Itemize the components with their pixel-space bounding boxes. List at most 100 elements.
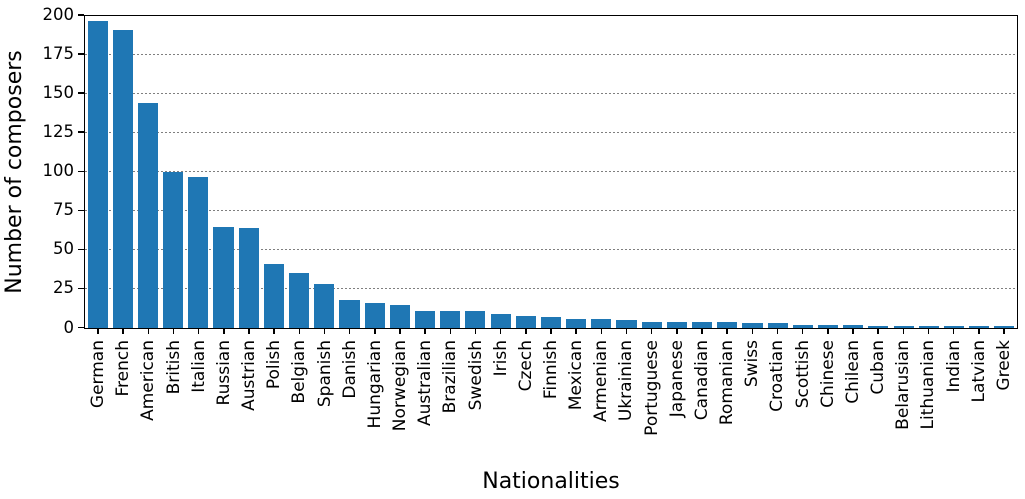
- x-tick-label-text: French: [113, 340, 134, 397]
- x-tick-label-text: British: [163, 340, 184, 395]
- y-tick-mark-100: [78, 170, 84, 172]
- bar-slot: [110, 16, 135, 328]
- bar-norwegian: [389, 304, 410, 328]
- x-tick-label-text: Canadian: [691, 340, 712, 421]
- bar-slot: [236, 16, 261, 328]
- x-tick-mark: [474, 329, 477, 334]
- x-tick-mark: [676, 329, 678, 334]
- bar-slot: [815, 16, 840, 328]
- x-tick-label-text: Australian: [415, 340, 436, 426]
- x-tick-label-text: Spanish: [314, 340, 335, 408]
- x-tick-mark: [801, 329, 804, 334]
- x-tick-label-text: American: [138, 340, 159, 421]
- bar-slot: [337, 16, 362, 328]
- y-tick-mark-200: [78, 14, 84, 16]
- x-tick-label-text: Scottish: [792, 340, 813, 409]
- x-tick-mark: [122, 329, 124, 334]
- bar-irish: [490, 313, 511, 328]
- bar-slot: [538, 16, 563, 328]
- x-axis-label: Nationalities: [482, 469, 620, 494]
- x-tick-label-text: Norwegian: [390, 340, 411, 432]
- x-tick-label-text: Swedish: [465, 340, 486, 411]
- y-tick-label-0: 0: [63, 317, 75, 337]
- x-tick-mark: [374, 329, 376, 334]
- bar-armenian: [591, 318, 612, 328]
- y-tick-label-25: 25: [53, 278, 74, 298]
- x-tick-label-text: Chinese: [817, 340, 838, 408]
- bar-chinese: [817, 324, 839, 328]
- x-tick-mark: [701, 329, 703, 334]
- bar-german: [87, 20, 108, 328]
- bar-latvian: [969, 326, 990, 328]
- plot-area: [84, 15, 1018, 329]
- x-tick-mark: [952, 329, 955, 334]
- x-tick-label-text: Portuguese: [641, 340, 662, 436]
- x-tick-mark: [978, 329, 980, 334]
- y-tick-mark-150: [78, 92, 84, 94]
- bar-slot: [463, 16, 488, 328]
- bar-greek: [994, 326, 1015, 328]
- x-tick-mark: [172, 329, 175, 334]
- bar-italian: [188, 176, 209, 328]
- bar-swedish: [465, 310, 486, 328]
- bar-slot: [715, 16, 740, 328]
- bar-ukrainian: [616, 320, 637, 328]
- bar-scottish: [792, 324, 813, 328]
- x-tick-mark: [298, 329, 301, 334]
- bar-slot: [211, 16, 236, 328]
- x-tick-label-text: Italian: [188, 340, 209, 393]
- bar-slot: [765, 16, 790, 328]
- x-tick-label-text: Belgian: [289, 340, 310, 404]
- x-tick-mark: [223, 329, 225, 334]
- bar-american: [137, 103, 159, 328]
- bar-slot: [261, 16, 286, 328]
- x-tick-mark: [600, 329, 603, 334]
- bar-slot: [85, 16, 110, 328]
- x-tick-mark: [348, 329, 351, 334]
- x-tick-label-text: Finnish: [541, 340, 561, 400]
- x-tick-mark: [927, 329, 930, 334]
- y-tick-label-100: 100: [42, 161, 75, 181]
- x-tick-mark: [575, 329, 577, 334]
- bar-belgian: [289, 273, 310, 328]
- y-tick-mark-175: [78, 53, 84, 55]
- x-tick-mark: [650, 329, 653, 334]
- bar-portuguese: [641, 321, 662, 328]
- bar-slot: [312, 16, 337, 328]
- x-tick-mark: [424, 329, 426, 334]
- x-tick-mark: [852, 329, 854, 334]
- y-tick-label-125: 125: [42, 122, 75, 142]
- x-tick-label-text: Mexican: [566, 340, 587, 411]
- x-tick-mark: [97, 329, 99, 334]
- x-tick-label-text: Armenian: [591, 340, 612, 423]
- x-tick-label-text: Hungarian: [364, 340, 385, 429]
- bar-polish: [263, 264, 284, 328]
- x-tick-mark: [877, 329, 879, 334]
- x-tick-mark: [827, 329, 829, 334]
- x-tick-label-text: Brazilian: [440, 340, 461, 414]
- x-tick-label-text: Lithuanian: [918, 340, 939, 430]
- bar-japanese: [666, 321, 687, 328]
- x-tick-mark: [147, 329, 150, 334]
- bar-slot: [664, 16, 689, 328]
- bar-slot: [387, 16, 412, 328]
- x-tick-label-text: Russian: [213, 340, 234, 406]
- x-tick-label-text: Irish: [490, 340, 511, 377]
- bar-slot: [161, 16, 186, 328]
- bar-slot: [866, 16, 891, 328]
- bar-indian: [943, 326, 965, 328]
- x-tick-label-text: Japanese: [666, 340, 687, 418]
- bar-slot: [967, 16, 992, 328]
- x-tick-mark: [525, 329, 527, 334]
- x-tick-label-text: Latvian: [968, 340, 989, 403]
- x-tick-mark: [399, 329, 401, 334]
- bar-french: [112, 30, 133, 328]
- y-tick-mark-75: [78, 209, 84, 212]
- x-tick-label-text: Greek: [993, 340, 1014, 391]
- bar-slot: [614, 16, 639, 328]
- y-tick-label-175: 175: [42, 44, 75, 64]
- bar-slot: [135, 16, 160, 328]
- bar-czech: [515, 315, 536, 328]
- x-tick-label-greek: Greek: [994, 339, 1025, 391]
- bar-brazilian: [440, 310, 461, 328]
